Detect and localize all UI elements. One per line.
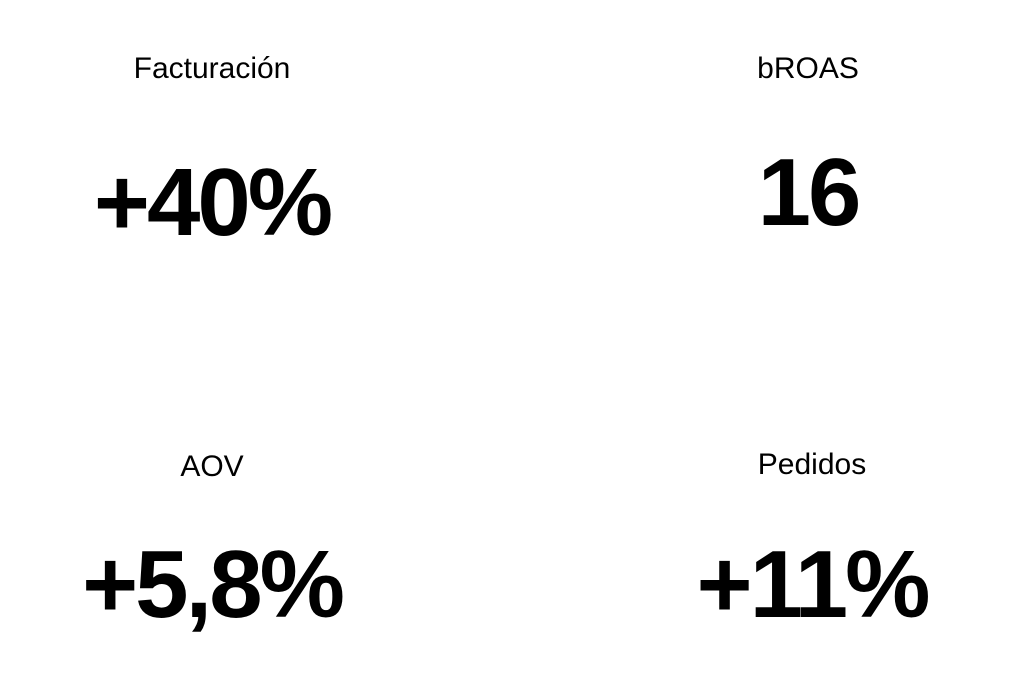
metric-value: +5,8% xyxy=(82,531,345,638)
metric-value: 16 xyxy=(757,139,862,246)
metric-label: Pedidos xyxy=(757,448,867,481)
metric-label: Facturación xyxy=(133,52,291,85)
metric-label: AOV xyxy=(180,450,244,483)
metric-value: +40% xyxy=(93,149,333,256)
metric-label: bROAS xyxy=(757,52,859,85)
metric-value: +11% xyxy=(696,531,931,638)
